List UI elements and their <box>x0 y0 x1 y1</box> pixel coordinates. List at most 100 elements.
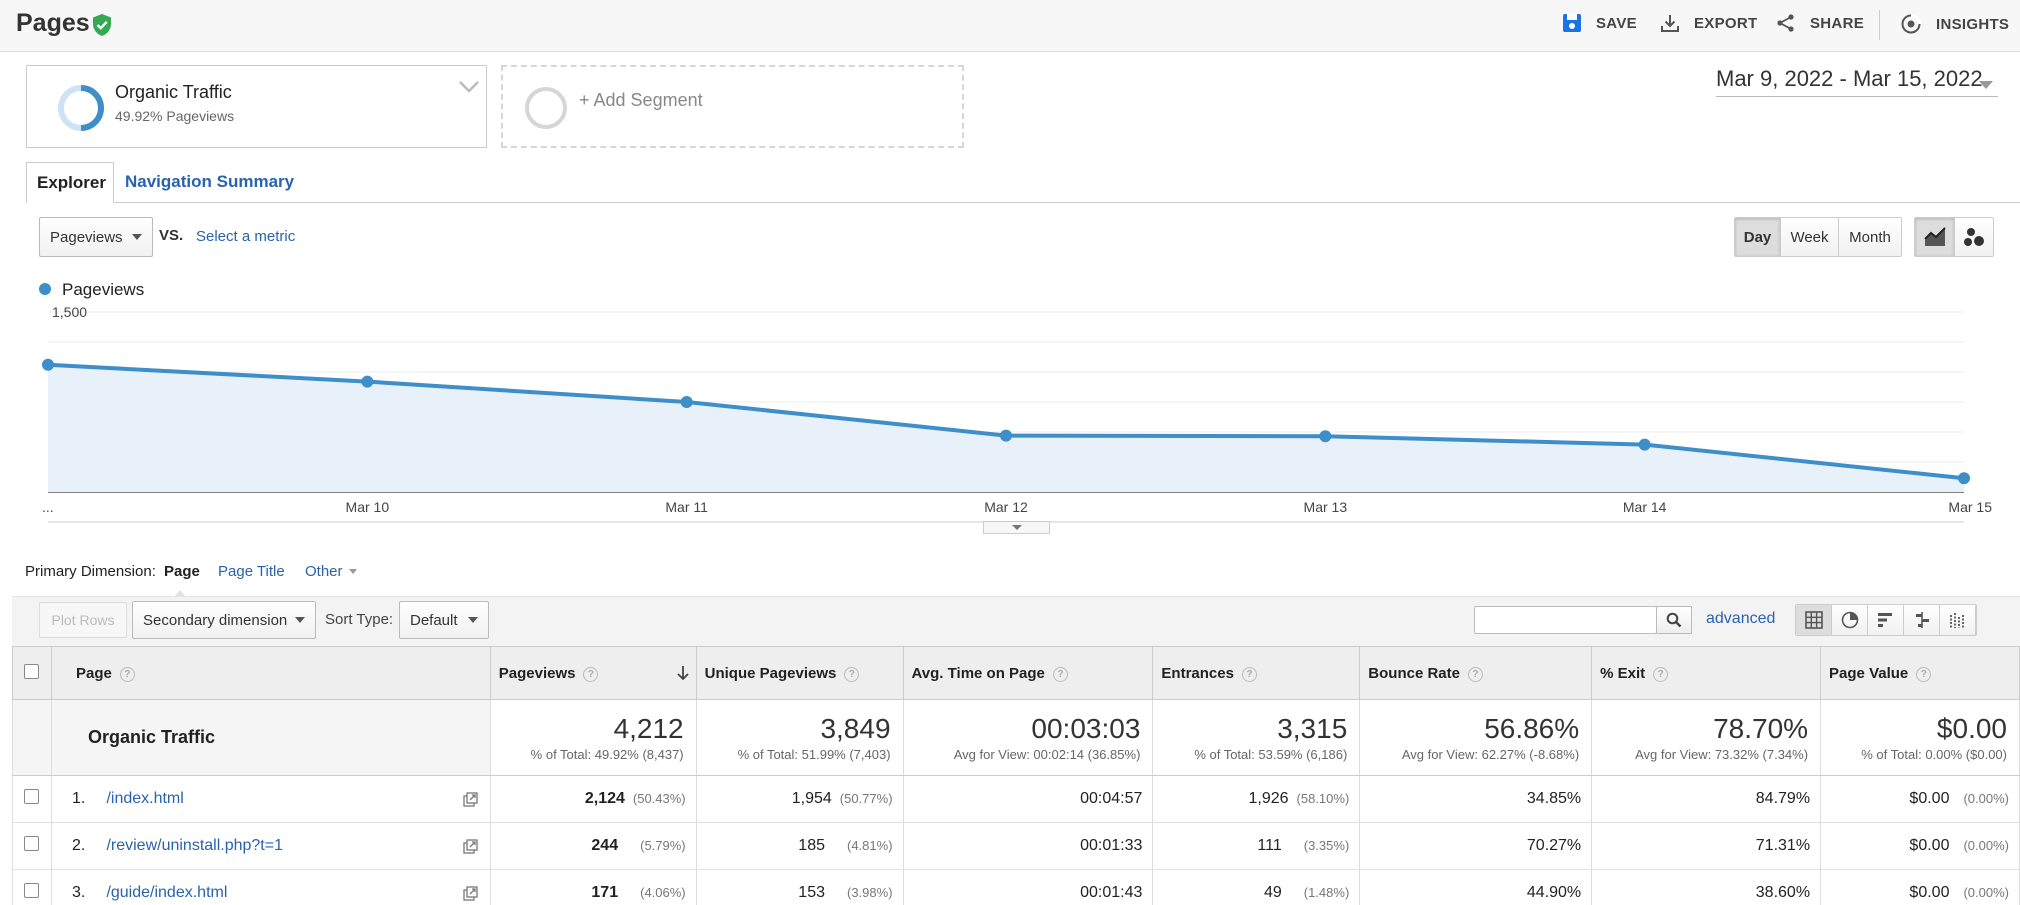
select-all-header <box>12 646 52 700</box>
column-header-exit[interactable]: % Exit? <box>1591 646 1822 700</box>
open-page-external-icon[interactable] <box>463 886 478 901</box>
sort-type-select[interactable]: Default <box>399 601 489 639</box>
granularity-week-button[interactable]: Week <box>1781 218 1839 256</box>
help-icon[interactable]: ? <box>1241 666 1257 682</box>
data-point <box>1000 429 1012 442</box>
chart-collapse-handle[interactable] <box>983 521 1050 534</box>
value-pct: (0.00%) <box>1963 791 2009 806</box>
secondary-dimension-select[interactable]: Secondary dimension <box>132 601 316 639</box>
insights-button[interactable]: INSIGHTS <box>1900 13 2009 35</box>
segment-dropdown-chevron-icon[interactable] <box>458 80 480 94</box>
data-table-view-icon[interactable] <box>1796 605 1832 635</box>
column-header-bounce-rate[interactable]: Bounce Rate? <box>1359 646 1593 700</box>
pie-view-icon[interactable] <box>1832 605 1868 635</box>
select-all-checkbox[interactable] <box>24 663 39 679</box>
totals-sub: % of Total: 0.00% ($0.00) <box>1861 747 2007 762</box>
page-link[interactable]: /index.html <box>106 790 184 807</box>
help-icon[interactable]: ? <box>1653 666 1669 682</box>
totals-value: 3,315 <box>1277 713 1348 744</box>
entrances-pct: (1.48%) <box>1303 885 1350 900</box>
value-cell: $0.00 (0.00%) <box>1820 775 2020 823</box>
value-pct: (0.00%) <box>1963 838 2009 853</box>
secondary-caret-icon <box>295 617 305 623</box>
column-header-page-value[interactable]: Page Value? <box>1820 646 2020 700</box>
dimension-other[interactable]: Other <box>305 563 357 580</box>
sort-descending-arrow-icon <box>676 665 690 681</box>
open-page-external-icon[interactable] <box>463 792 478 807</box>
help-icon[interactable]: ? <box>583 666 599 682</box>
sort-type-value: Default <box>410 611 458 629</box>
unique-value: 1,954 <box>791 790 832 807</box>
segment-detail: 49.92% Pageviews <box>115 108 235 124</box>
totals-spacer <box>12 699 52 776</box>
export-button[interactable]: EXPORT <box>1660 13 1757 33</box>
motion-chart-icon[interactable] <box>1955 218 1993 256</box>
granularity-month-button[interactable]: Month <box>1839 218 1901 256</box>
unique-cell: 153 (3.98%) <box>695 869 904 905</box>
collapse-caret-icon <box>1011 525 1022 530</box>
line-chart-icon[interactable] <box>1915 218 1955 256</box>
date-dropdown-caret-icon[interactable] <box>1979 76 1993 94</box>
page-link[interactable]: /guide/index.html <box>106 884 228 901</box>
totals-exit: 78.70% Avg for View: 73.32% (7.34%) <box>1591 699 1822 776</box>
add-segment-button[interactable]: + Add Segment <box>501 65 964 148</box>
search-button[interactable] <box>1656 606 1692 634</box>
date-range-picker[interactable]: Mar 9, 2022 - Mar 15, 2022 <box>1716 66 1983 91</box>
value-cell: $0.00 (0.00%) <box>1820 822 2020 870</box>
advanced-filter-link[interactable]: advanced <box>1706 610 1776 627</box>
column-header-entrances[interactable]: Entrances? <box>1152 646 1361 700</box>
comparison-view-icon[interactable] <box>1904 605 1940 635</box>
legend-marker <box>39 283 51 295</box>
help-icon[interactable]: ? <box>844 666 860 682</box>
sort-type-label: Sort Type: <box>325 611 394 628</box>
chart-type-toggle <box>1914 217 1994 257</box>
granularity-day-button[interactable]: Day <box>1735 218 1781 256</box>
performance-view-icon[interactable] <box>1868 605 1904 635</box>
row-checkbox[interactable] <box>24 789 39 804</box>
page-link[interactable]: /review/uninstall.php?t=1 <box>106 837 283 854</box>
x-tick-label: Mar 14 <box>1623 499 1667 515</box>
tab-explorer[interactable]: Explorer <box>26 162 114 203</box>
x-tick-label: Mar 11 <box>665 499 708 515</box>
table-header-row: Page? Pageviews? Unique Pageviews? Avg. … <box>12 646 2020 700</box>
save-button[interactable]: SAVE <box>1562 13 1637 33</box>
metric-select[interactable]: Pageviews <box>39 217 153 257</box>
row-checkbox[interactable] <box>24 883 39 898</box>
help-icon[interactable]: ? <box>1916 666 1932 682</box>
totals-value: 3,849 <box>820 713 891 744</box>
tab-navigation-summary[interactable]: Navigation Summary <box>125 172 295 191</box>
column-header-page[interactable]: Page? <box>50 646 491 700</box>
column-header-avg-time[interactable]: Avg. Time on Page? <box>902 646 1154 700</box>
bounce-cell: 34.85% <box>1359 775 1593 823</box>
data-point <box>1958 472 1970 485</box>
help-icon[interactable]: ? <box>119 666 135 682</box>
dimension-page[interactable]: Page <box>164 563 200 580</box>
term-cloud-view-icon[interactable] <box>1940 605 1976 635</box>
pageviews-value: 2,124 <box>584 790 625 807</box>
open-page-external-icon[interactable] <box>463 839 478 854</box>
unique-pct: (50.77%) <box>839 791 893 806</box>
table-view-toggle <box>1795 604 1977 636</box>
help-icon[interactable]: ? <box>1467 666 1483 682</box>
help-icon[interactable]: ? <box>1052 666 1068 682</box>
column-header-pageviews[interactable]: Pageviews? <box>489 646 697 700</box>
row-checkbox[interactable] <box>24 836 39 851</box>
toolbar-divider <box>1879 10 1880 40</box>
avg-time-cell: 00:01:33 <box>902 822 1154 870</box>
column-header-unique-pageviews[interactable]: Unique Pageviews? <box>695 646 904 700</box>
data-point <box>680 396 693 408</box>
totals-sub: % of Total: 53.59% (6,186) <box>1194 747 1348 762</box>
x-tick-label: Mar 15 <box>1948 499 1992 515</box>
totals-row: Organic Traffic 4,212 % of Total: 49.92% … <box>12 699 2020 776</box>
share-button[interactable]: SHARE <box>1776 13 1864 33</box>
entrances-cell: 49 (1.48%) <box>1152 869 1361 905</box>
totals-avg-time: 00:03:03 Avg for View: 00:02:14 (36.85%) <box>902 699 1154 776</box>
segment-organic-traffic[interactable]: Organic Traffic 49.92% Pageviews <box>26 65 487 148</box>
page-cell: 3. /guide/index.html <box>50 869 491 905</box>
bounce-cell: 44.90% <box>1359 869 1593 905</box>
select-metric-link[interactable]: Select a metric <box>196 228 296 245</box>
table-search-input[interactable] <box>1474 606 1657 634</box>
value-cell: $0.00 (0.00%) <box>1820 869 2020 905</box>
dimension-page-title[interactable]: Page Title <box>218 563 285 580</box>
plot-rows-button[interactable]: Plot Rows <box>39 602 127 638</box>
